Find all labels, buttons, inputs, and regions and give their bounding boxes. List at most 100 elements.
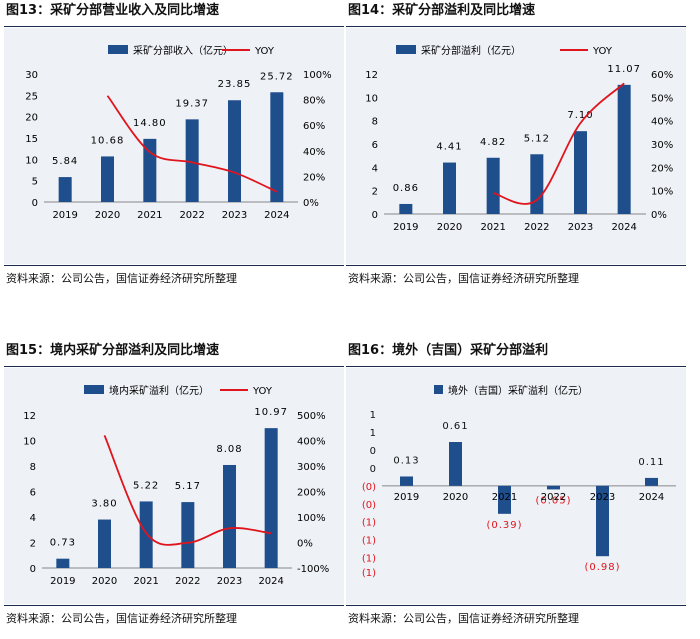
y-left-tick-label: 2 — [372, 187, 378, 198]
y-right-tick-label: 500% — [297, 411, 326, 422]
x-tick-label: 2021 — [133, 576, 158, 587]
y-tick-label: 0 — [370, 464, 376, 475]
y-right-tick-label: 0% — [303, 198, 319, 209]
bar — [228, 100, 241, 202]
source-note: 资料来源：公司公告，国信证券经济研究所整理 — [348, 612, 579, 625]
x-tick-label: 2022 — [175, 576, 200, 587]
x-tick-label: 2021 — [137, 210, 162, 221]
source-note: 资料来源：公司公告，国信证券经济研究所整理 — [348, 272, 579, 285]
y-tick-label: (0) — [362, 500, 376, 511]
plot-area: 采矿分部溢利（亿元） YOY 0 2 4 6 8 10 12 0% 10% 20% 30% 40% 50% 6… — [346, 28, 686, 264]
source-rule — [4, 265, 344, 266]
y-right-tick-label: 10% — [651, 187, 673, 198]
x-tick-label: 2024 — [258, 576, 283, 587]
legend-label-bar: 采矿分部收入（亿元） — [133, 44, 233, 57]
plot-area: 境内采矿溢利（亿元） YOY 0 2 4 6 8 10 12 -100% 0% 100% 200% 300… — [4, 368, 344, 604]
y-right-tick-label: 40% — [651, 117, 673, 128]
x-tick-label: 2021 — [492, 492, 517, 503]
y-right-tick-label: 400% — [297, 437, 326, 448]
y-left-tick-label: 20 — [25, 113, 38, 124]
y-left-tick-label: 12 — [365, 70, 378, 81]
bar-value-label: 4.82 — [480, 137, 506, 148]
overseas-profit-chart: 境外（吉国）采矿溢利（亿元） 1 1 0 0 (0) (0) (1) (1) (1) (1) 0.13… — [362, 384, 676, 579]
bar — [139, 501, 153, 568]
y-right-tick-label: 0% — [297, 539, 313, 550]
legend-label-bar: 采矿分部溢利（亿元） — [421, 44, 521, 57]
x-tick-label: 2019 — [394, 492, 419, 503]
bar-value-label: 7.10 — [567, 110, 593, 121]
chart-panel-overseas-profit: 图16：境外（吉国）采矿分部溢利 境外（吉国）采矿溢利（亿元） 1 1 0 0 (0) (0… — [346, 340, 686, 625]
y-left-tick-label: 4 — [30, 513, 36, 524]
bar-value-label: 14.80 — [133, 118, 167, 129]
y-left-tick-label: 10 — [23, 437, 36, 448]
y-left-tick-label: 8 — [30, 462, 36, 473]
y-right-tick-label: 0% — [651, 210, 667, 221]
y-tick-label: (1) — [362, 554, 376, 565]
bar — [56, 558, 70, 568]
bar-value-label: 25.72 — [260, 71, 294, 82]
y-left-tick-label: 12 — [23, 411, 36, 422]
bar — [101, 156, 114, 202]
y-tick-label: 1 — [370, 428, 376, 439]
legend-swatch-bar — [108, 45, 128, 54]
chart-panel-profit: 图14：采矿分部溢利及同比增速 采矿分部溢利（亿元） YOY 0 2 4 6 8 10 12 0%… — [346, 0, 686, 285]
title-rule — [346, 366, 686, 367]
y-left-tick-label: 0 — [372, 210, 378, 221]
bar — [486, 157, 500, 214]
x-tick-label: 2023 — [590, 492, 615, 503]
bar — [264, 428, 278, 568]
bar — [98, 519, 111, 568]
bar — [645, 477, 658, 486]
y-tick-label: 0 — [370, 446, 376, 457]
y-right-tick-label: 20% — [651, 163, 673, 174]
bar-value-label: 3.80 — [91, 499, 117, 510]
bar — [400, 476, 413, 486]
bar — [185, 119, 199, 202]
x-tick-label: 2021 — [480, 222, 505, 233]
legend-label-bar: 境外（吉国）采矿溢利（亿元） — [448, 384, 588, 397]
bar-value-label: 11.07 — [607, 64, 641, 75]
title-rule — [4, 26, 344, 27]
x-tick-label: 2024 — [611, 222, 636, 233]
chart-title: 图14：采矿分部溢利及同比增速 — [348, 3, 536, 18]
bar — [58, 177, 72, 202]
bar-value-label: 4.41 — [436, 142, 462, 153]
y-left-tick-label: 0 — [30, 564, 36, 575]
yoy-line — [106, 95, 278, 193]
bar — [574, 131, 587, 214]
bar-value-label: 0.86 — [393, 183, 419, 194]
y-tick-label: (1) — [362, 568, 376, 579]
chart-panel-domestic-profit: 图15：境内采矿分部溢利及同比增速 境内采矿溢利（亿元） YOY 0 2 4 6 8 10 12… — [4, 340, 344, 625]
legend-label-line: YOY — [592, 46, 613, 57]
y-left-tick-label: 25 — [25, 91, 38, 102]
bar-value-label: 23.85 — [218, 79, 252, 90]
bar-value-label: 8.08 — [216, 444, 242, 455]
x-tick-label: 2022 — [524, 222, 549, 233]
x-tick-label: 2020 — [92, 576, 117, 587]
bar — [443, 162, 456, 214]
x-tick-label: 2019 — [393, 222, 418, 233]
bar-value-label: 5.12 — [524, 133, 550, 144]
x-tick-label: 2020 — [443, 492, 468, 503]
y-right-tick-label: -100% — [297, 564, 329, 575]
x-tick-label: 2020 — [437, 222, 462, 233]
x-tick-label: 2023 — [222, 210, 247, 221]
bar — [399, 203, 413, 214]
bar-value-label: (0.98) — [584, 562, 620, 573]
bar-value-label: 10.68 — [91, 135, 125, 146]
plot-area: 采矿分部收入（亿元） YOY 0 5 10 15 20 25 30 0% 20% 40% 60% 80% 1… — [4, 28, 344, 264]
domestic-profit-chart: 境内采矿溢利（亿元） YOY 0 2 4 6 8 10 12 -100% 0% 100% 200% 300… — [23, 384, 329, 587]
bar-value-label: 0.73 — [50, 538, 76, 549]
legend-swatch-bar — [434, 385, 443, 394]
source-note: 资料来源：公司公告，国信证券经济研究所整理 — [6, 272, 237, 285]
bar-value-label: 0.13 — [393, 455, 419, 466]
bar-value-label: 10.97 — [254, 407, 288, 418]
x-tick-label: 2024 — [639, 492, 664, 503]
y-left-tick-label: 10 — [25, 155, 38, 166]
y-tick-label: (0) — [362, 482, 376, 493]
y-right-tick-label: 30% — [651, 140, 673, 151]
x-tick-label: 2019 — [50, 576, 75, 587]
legend-label-line: YOY — [252, 386, 273, 397]
legend-label-line: YOY — [254, 46, 275, 57]
revenue-chart: 采矿分部收入（亿元） YOY 0 5 10 15 20 25 30 0% 20% 40% 60% 80% 1… — [25, 44, 331, 221]
